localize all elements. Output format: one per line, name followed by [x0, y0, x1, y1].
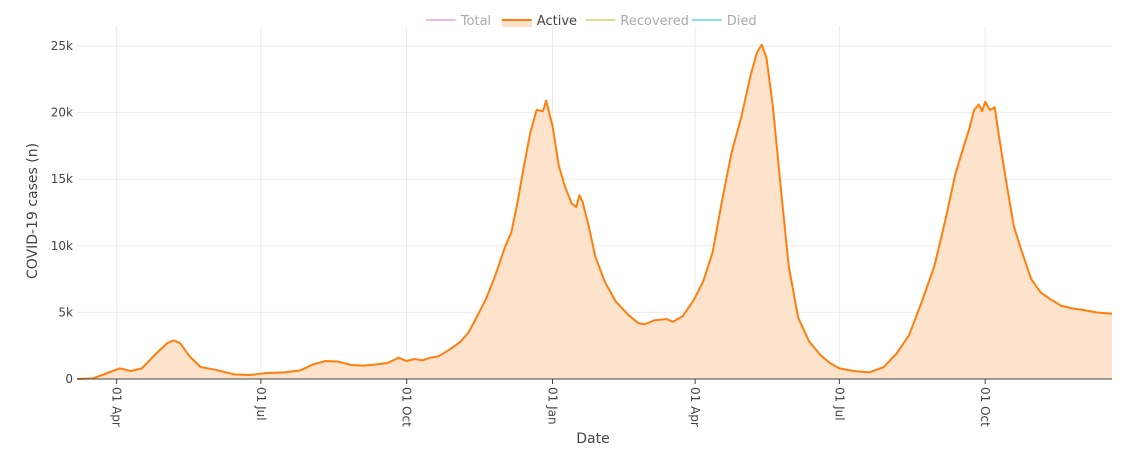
legend-item-died[interactable]: Died [691, 14, 757, 29]
legend-item-recovered[interactable]: Recovered [585, 14, 689, 29]
series-area-layer [76, 43, 1113, 380]
legend-label-died: Died [727, 14, 757, 29]
legend-fill-swatch-active [501, 21, 532, 27]
x-axis-title: Date [576, 431, 609, 447]
y-tick-label-5: 25k [51, 39, 73, 53]
series-area-active [77, 44, 1112, 380]
x-tick-label-5: 01 Jul [832, 387, 846, 421]
legend-label-total: Total [460, 14, 491, 29]
x-tick-label-2: 01 Oct [400, 387, 414, 427]
x-tick-label-0: 01 Apr [110, 387, 124, 427]
y-tick-label-1: 5k [58, 305, 73, 319]
x-tick-label-6: 01 Oct [978, 387, 992, 427]
series-line-active [76, 43, 1113, 380]
legend: Total Active Recovered Died [425, 14, 757, 29]
x-tick-label-1: 01 Jul [254, 387, 268, 421]
legend-label-recovered: Recovered [620, 14, 689, 29]
grid-lines [77, 26, 1112, 379]
y-tick-label-4: 20k [51, 106, 73, 120]
y-axis-title: COVID-19 cases (n) [25, 143, 41, 279]
y-tick-label-0: 0 [65, 372, 73, 386]
legend-label-active: Active [537, 14, 577, 29]
legend-item-active[interactable]: Active [501, 14, 577, 29]
x-tick-label-3: 01 Jan [545, 387, 559, 425]
legend-item-total[interactable]: Total [425, 14, 491, 29]
x-tick-label-4: 01 Apr [688, 387, 702, 427]
y-tick-label-3: 15k [51, 172, 73, 186]
axes: 0 5k 10k 15k 20k 25k 01 Apr 01 Jul 01 Oct 01 Jan 0… [51, 39, 1112, 427]
y-tick-label-2: 10k [51, 239, 73, 253]
